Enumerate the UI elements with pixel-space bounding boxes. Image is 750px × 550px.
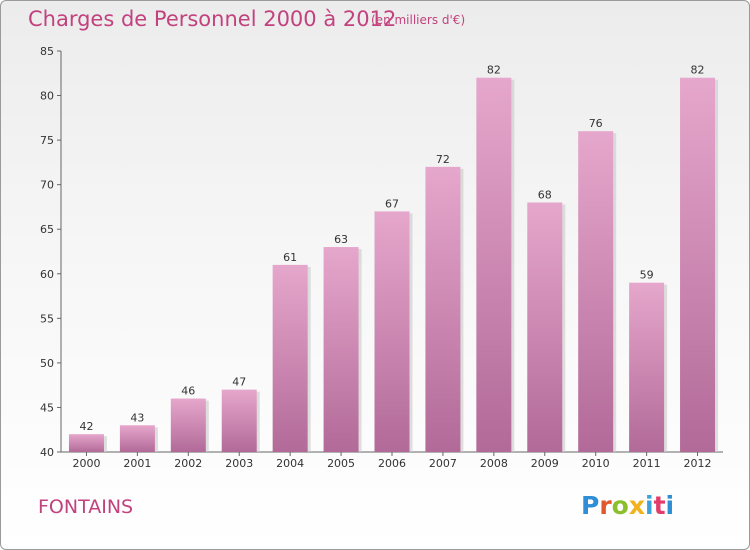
logo-lettering: Proxiti xyxy=(581,491,674,520)
data-label: 68 xyxy=(538,188,552,201)
bar xyxy=(629,282,665,452)
x-tick-label: 2002 xyxy=(174,457,202,470)
y-tick-label: 65 xyxy=(40,223,54,236)
logo-letter: P xyxy=(581,491,600,520)
x-tick-label: 2007 xyxy=(429,457,457,470)
bar xyxy=(374,211,410,452)
y-tick-label: 50 xyxy=(40,357,54,370)
data-label: 43 xyxy=(130,411,144,424)
x-tick-label: 2006 xyxy=(378,457,406,470)
logo-letter: i xyxy=(645,491,654,520)
chart-subtitle: (en milliers d'€) xyxy=(371,13,466,27)
y-tick-label: 40 xyxy=(40,446,54,459)
bar xyxy=(170,398,206,452)
y-tick-label: 75 xyxy=(40,134,54,147)
proxiti-logo: Proxiti xyxy=(581,491,674,520)
bar xyxy=(119,425,155,452)
data-label: 76 xyxy=(589,117,603,130)
x-tick-label: 2009 xyxy=(531,457,559,470)
commune-name: FONTAINS xyxy=(38,496,134,518)
bar xyxy=(527,202,563,452)
data-label: 72 xyxy=(436,153,450,166)
x-tick-label: 2003 xyxy=(225,457,253,470)
data-label: 61 xyxy=(283,251,297,264)
bar xyxy=(680,77,716,452)
y-tick-label: 45 xyxy=(40,401,54,414)
x-tick-label: 2010 xyxy=(582,457,610,470)
bar xyxy=(425,166,461,452)
data-label: 42 xyxy=(79,420,93,433)
logo-letter: o xyxy=(611,491,629,520)
bar xyxy=(272,264,308,452)
data-label: 59 xyxy=(640,269,654,282)
chart-title: Charges de Personnel 2000 à 2012 xyxy=(28,7,397,31)
logo-letter: x xyxy=(628,491,645,520)
y-tick-label: 80 xyxy=(40,90,54,103)
x-tick-label: 2008 xyxy=(480,457,508,470)
y-tick-label: 85 xyxy=(40,45,54,58)
logo-letter: i xyxy=(665,491,675,520)
data-label: 82 xyxy=(487,64,501,77)
x-tick-label: 2004 xyxy=(276,457,304,470)
data-label: 63 xyxy=(334,233,348,246)
bar xyxy=(221,389,257,452)
x-tick-label: 2011 xyxy=(633,457,661,470)
x-tick-label: 2012 xyxy=(684,457,712,470)
y-tick-label: 60 xyxy=(40,268,54,281)
y-tick-label: 70 xyxy=(40,179,54,192)
x-tick-label: 2000 xyxy=(72,457,100,470)
y-tick-label: 55 xyxy=(40,312,54,325)
logo-letter: t xyxy=(653,491,666,520)
bar xyxy=(476,77,512,452)
x-tick-label: 2001 xyxy=(123,457,151,470)
data-label: 67 xyxy=(385,197,399,210)
bar xyxy=(323,247,359,452)
x-tick-label: 2005 xyxy=(327,457,355,470)
bar xyxy=(68,434,104,452)
logo-letter: r xyxy=(599,491,612,520)
data-label: 82 xyxy=(691,64,705,77)
bar xyxy=(578,131,614,452)
data-label: 47 xyxy=(232,376,246,389)
data-label: 46 xyxy=(181,385,195,398)
